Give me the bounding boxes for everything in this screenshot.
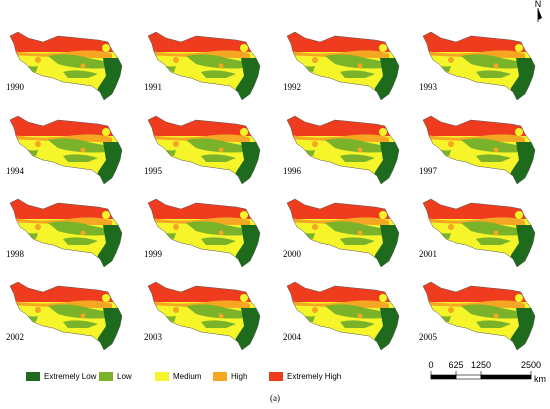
year-label: 2000 bbox=[283, 249, 302, 259]
north-arrow: N bbox=[535, 0, 542, 22]
map bbox=[146, 28, 266, 108]
legend-label: Medium bbox=[173, 372, 202, 381]
year-label: 2001 bbox=[419, 249, 437, 259]
caption: (a) bbox=[270, 393, 280, 403]
scale-label: 1250 bbox=[471, 360, 491, 370]
year-label: 2003 bbox=[144, 332, 163, 342]
year-label: 1995 bbox=[144, 166, 163, 176]
map bbox=[285, 112, 405, 192]
map bbox=[8, 28, 128, 108]
year-label: 1997 bbox=[419, 166, 438, 176]
legend-swatch bbox=[99, 372, 113, 381]
year-label: 1996 bbox=[283, 166, 302, 176]
map bbox=[421, 28, 541, 108]
map bbox=[285, 278, 405, 358]
year-label: 1993 bbox=[419, 82, 438, 92]
legend-swatch bbox=[269, 372, 283, 381]
legend-label: Low bbox=[117, 372, 132, 381]
legend-swatch bbox=[155, 372, 169, 381]
scale-label: 2500 bbox=[521, 360, 541, 370]
year-label: 1990 bbox=[6, 82, 25, 92]
scale-segment bbox=[455, 374, 482, 380]
map bbox=[146, 278, 266, 358]
year-label: 1991 bbox=[144, 82, 162, 92]
north-label: N bbox=[535, 0, 542, 9]
scale-unit: km bbox=[534, 374, 546, 384]
map bbox=[8, 112, 128, 192]
map bbox=[8, 278, 128, 358]
legend-label: Extremely High bbox=[287, 372, 341, 381]
year-label: 1994 bbox=[6, 166, 25, 176]
year-label: 2002 bbox=[6, 332, 24, 342]
map bbox=[8, 195, 128, 275]
scale-segment bbox=[480, 374, 532, 380]
map bbox=[421, 112, 541, 192]
map bbox=[146, 195, 266, 275]
map bbox=[146, 112, 266, 192]
map bbox=[285, 195, 405, 275]
scale-segment bbox=[430, 374, 457, 380]
legend-label: Extremely Low bbox=[44, 372, 97, 381]
year-label: 1998 bbox=[6, 249, 25, 259]
year-label: 2004 bbox=[283, 332, 302, 342]
map bbox=[285, 28, 405, 108]
legend-swatch bbox=[26, 372, 40, 381]
year-label: 2005 bbox=[419, 332, 438, 342]
scale-label: 625 bbox=[448, 360, 463, 370]
legend-swatch bbox=[213, 372, 227, 381]
scale-label: 0 bbox=[428, 360, 433, 370]
map bbox=[421, 195, 541, 275]
legend-label: High bbox=[231, 372, 247, 381]
year-label: 1999 bbox=[144, 249, 163, 259]
map bbox=[421, 278, 541, 358]
year-label: 1992 bbox=[283, 82, 301, 92]
